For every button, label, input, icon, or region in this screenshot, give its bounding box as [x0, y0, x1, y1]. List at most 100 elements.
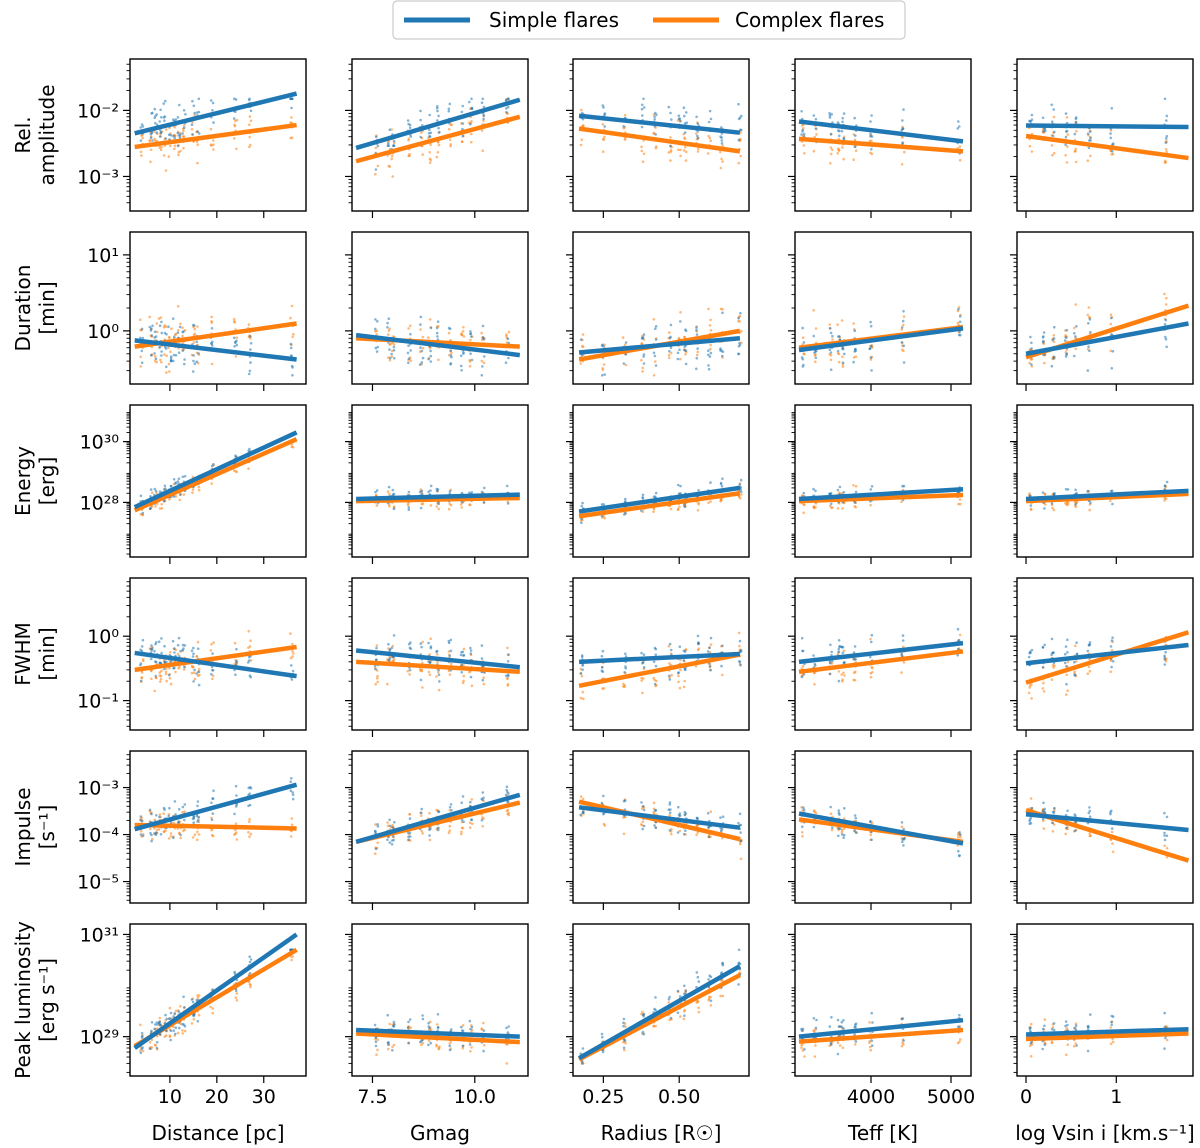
point-simple [1030, 347, 1033, 350]
point-complex [623, 113, 627, 117]
point-simple [708, 355, 712, 358]
point-complex [800, 831, 804, 834]
panel-frame [794, 58, 972, 212]
point-simple [641, 493, 645, 497]
point-simple [829, 351, 833, 354]
fit-line-complex [355, 659, 520, 675]
point-complex [1042, 681, 1045, 685]
point-complex [197, 1013, 201, 1017]
point-simple [428, 113, 432, 117]
point-simple [1074, 502, 1078, 506]
panel-frame [1016, 231, 1194, 385]
point-complex [157, 317, 161, 320]
point-complex [696, 509, 700, 512]
point-complex [176, 1031, 180, 1035]
point-complex [869, 151, 872, 155]
point-simple [160, 320, 163, 324]
point-simple [460, 651, 463, 654]
point-simple [1052, 337, 1056, 340]
point-simple [640, 103, 644, 107]
fit-line-simple [798, 640, 964, 665]
point-complex [139, 150, 143, 154]
point-simple [1164, 141, 1167, 144]
point-complex [235, 470, 238, 474]
point-complex [812, 309, 815, 312]
point-complex [448, 673, 452, 676]
point-simple [211, 109, 214, 112]
point-simple [235, 805, 238, 808]
point-complex [814, 360, 817, 364]
point-simple [1163, 323, 1167, 326]
point-complex [1065, 502, 1068, 506]
point-simple [1163, 811, 1166, 815]
point-simple [679, 119, 682, 123]
point-simple [375, 350, 379, 353]
point-complex [376, 164, 380, 168]
point-simple [155, 113, 158, 116]
point-simple [158, 135, 162, 138]
point-simple [739, 650, 743, 653]
point-complex [900, 671, 903, 674]
point-complex [448, 138, 452, 142]
point-complex [853, 505, 856, 508]
point-simple [624, 667, 627, 670]
point-simple [640, 651, 643, 655]
point-complex [190, 671, 194, 675]
point-simple [429, 131, 433, 135]
point-simple [461, 104, 465, 108]
point-simple [721, 354, 724, 358]
point-complex [640, 824, 644, 827]
point-complex [1030, 697, 1033, 700]
point-complex [210, 362, 214, 366]
point-simple [235, 343, 239, 347]
point-simple [1065, 129, 1069, 133]
point-simple [870, 485, 874, 488]
point-complex [854, 355, 858, 358]
point-simple [506, 800, 509, 804]
point-simple [419, 109, 422, 113]
point-simple [171, 639, 175, 643]
point-complex [388, 358, 392, 362]
point-complex [482, 676, 486, 679]
panel-frame [351, 750, 529, 904]
point-simple [1030, 648, 1034, 652]
fit-line-simple [578, 485, 741, 514]
point-complex [168, 498, 171, 501]
point-simple [392, 838, 395, 842]
point-complex [247, 467, 250, 470]
point-complex [174, 670, 177, 674]
point-complex [1086, 672, 1090, 675]
point-simple [721, 815, 725, 818]
point-simple [956, 127, 960, 130]
point-simple [178, 103, 181, 107]
point-simple [149, 831, 152, 835]
point-simple [1066, 488, 1070, 491]
point-complex [1163, 844, 1166, 848]
point-complex [852, 322, 855, 325]
point-complex [695, 833, 698, 837]
point-simple [190, 649, 194, 652]
y-tick-label: 10⁻⁵ [77, 872, 119, 894]
point-complex [170, 327, 173, 331]
point-complex [828, 323, 832, 326]
point-complex [435, 652, 439, 656]
point-complex [374, 682, 378, 686]
point-simple [248, 369, 252, 373]
point-complex [669, 351, 673, 355]
point-simple [160, 350, 163, 353]
point-complex [601, 150, 605, 153]
point-simple [181, 1022, 184, 1026]
point-complex [837, 670, 841, 673]
point-simple [507, 792, 510, 795]
point-complex [468, 821, 472, 824]
point-complex [197, 488, 201, 492]
panel-r2-c1 [345, 404, 529, 564]
point-simple [901, 838, 904, 841]
point-simple [801, 825, 804, 828]
point-complex [707, 307, 710, 311]
point-simple [173, 666, 176, 670]
point-simple [1111, 502, 1114, 506]
point-complex [290, 116, 293, 119]
point-simple [837, 129, 840, 132]
point-simple [685, 111, 688, 114]
